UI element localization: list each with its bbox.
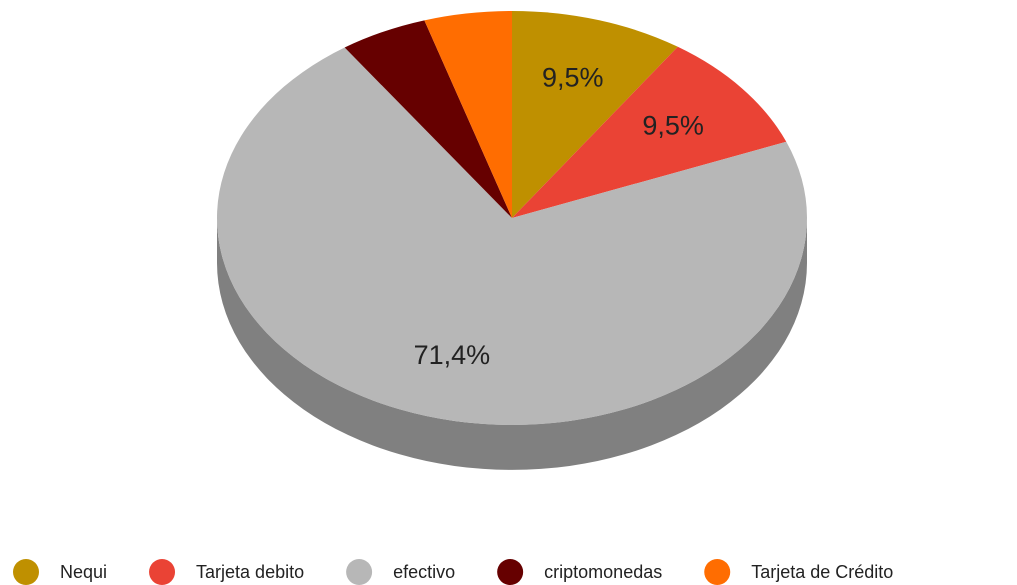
legend-swatch xyxy=(704,559,731,585)
legend-swatch xyxy=(149,559,176,585)
slice-label: 71,4% xyxy=(414,340,491,370)
slice xyxy=(512,46,787,218)
slice-side xyxy=(217,218,807,470)
legend-label: Tarjeta debito xyxy=(196,562,304,582)
slice-label: 9,5% xyxy=(642,111,704,141)
legend-swatch xyxy=(346,559,373,585)
legend-label: criptomonedas xyxy=(544,562,662,582)
legend-swatch xyxy=(497,559,524,585)
legend-label: Nequi xyxy=(60,562,107,582)
slice xyxy=(216,47,807,426)
slice-label: 9,5% xyxy=(542,63,604,93)
legend-label: Tarjeta de Crédito xyxy=(751,562,893,582)
slice xyxy=(344,20,512,219)
slice xyxy=(512,11,678,218)
legend-label: efectivo xyxy=(393,562,455,582)
slice xyxy=(424,11,512,218)
legend-swatch xyxy=(13,559,39,585)
